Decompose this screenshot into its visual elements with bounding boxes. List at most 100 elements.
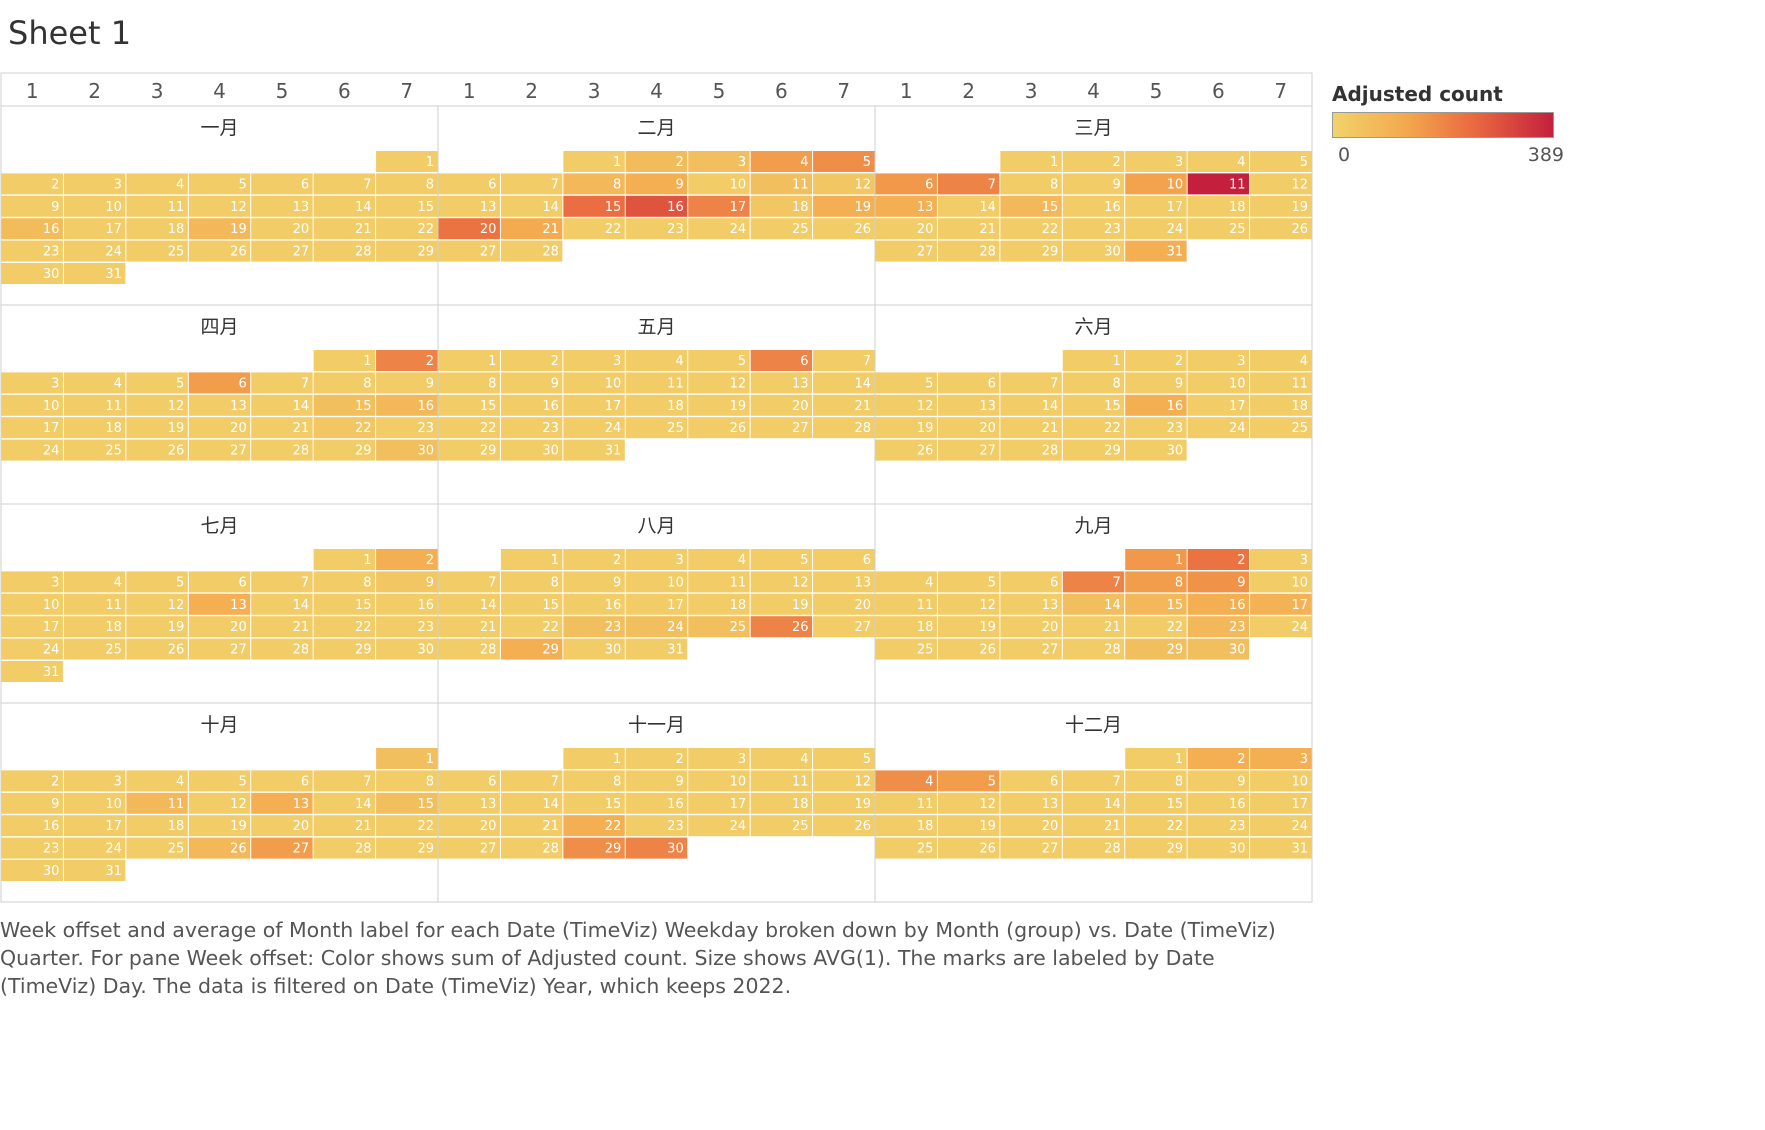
day-cell bbox=[500, 394, 563, 416]
day-cell bbox=[1125, 372, 1187, 394]
day-cell bbox=[1250, 151, 1312, 172]
day-cell bbox=[688, 748, 750, 769]
day-cell bbox=[1187, 372, 1250, 394]
weekday-header-label: 3 bbox=[1025, 79, 1038, 103]
weekday-header-label: 7 bbox=[1274, 79, 1287, 103]
day-label: 30 bbox=[1167, 444, 1184, 459]
day-cell bbox=[63, 417, 126, 439]
day-label: 21 bbox=[355, 222, 372, 237]
day-cell bbox=[313, 593, 376, 615]
weekday-header-label: 4 bbox=[1087, 79, 1100, 103]
day-label: 21 bbox=[542, 222, 559, 237]
color-legend[interactable]: Adjusted count 0 389 bbox=[1332, 82, 1564, 166]
day-cell bbox=[937, 195, 1000, 217]
day-cell bbox=[813, 549, 875, 570]
day-cell bbox=[937, 571, 1000, 593]
day-cell bbox=[813, 616, 875, 638]
day-cell bbox=[688, 571, 750, 593]
day-label: 1 bbox=[1175, 553, 1183, 568]
day-cell bbox=[1187, 815, 1250, 837]
day-label: 19 bbox=[979, 819, 996, 834]
day-cell bbox=[376, 748, 438, 769]
day-label: 30 bbox=[1229, 643, 1246, 658]
day-cell bbox=[1250, 593, 1312, 615]
day-label: 25 bbox=[168, 842, 185, 857]
day-cell bbox=[563, 638, 625, 660]
day-label: 5 bbox=[738, 354, 746, 369]
day-cell bbox=[875, 770, 937, 792]
day-label: 21 bbox=[355, 819, 372, 834]
day-cell bbox=[438, 218, 500, 240]
day-cell bbox=[875, 616, 937, 638]
day-label: 15 bbox=[1167, 797, 1184, 812]
day-label: 30 bbox=[43, 267, 60, 282]
day-cell bbox=[438, 350, 500, 371]
day-label: 11 bbox=[792, 774, 809, 789]
day-label: 3 bbox=[1300, 752, 1308, 767]
day-cell bbox=[500, 218, 563, 240]
day-label: 31 bbox=[43, 665, 60, 680]
day-label: 14 bbox=[1042, 399, 1059, 414]
day-cell bbox=[63, 439, 126, 461]
day-cell bbox=[688, 151, 750, 172]
day-label: 5 bbox=[925, 376, 933, 391]
day-label: 27 bbox=[792, 421, 809, 436]
day-cell bbox=[875, 792, 937, 814]
day-label: 31 bbox=[1291, 842, 1308, 857]
day-cell bbox=[750, 549, 813, 570]
day-cell bbox=[1, 792, 63, 814]
day-label: 1 bbox=[613, 155, 621, 170]
day-label: 14 bbox=[542, 797, 559, 812]
day-label: 15 bbox=[355, 399, 372, 414]
day-label: 10 bbox=[1291, 575, 1308, 590]
weekday-header-label: 1 bbox=[26, 79, 39, 103]
day-cell bbox=[875, 394, 937, 416]
day-label: 7 bbox=[551, 177, 559, 192]
day-cell bbox=[1187, 638, 1250, 660]
day-label: 30 bbox=[542, 444, 559, 459]
day-label: 1 bbox=[488, 354, 496, 369]
day-label: 11 bbox=[1291, 376, 1308, 391]
day-cell bbox=[1000, 372, 1062, 394]
day-cell bbox=[1062, 638, 1125, 660]
day-cell bbox=[563, 837, 625, 859]
day-label: 12 bbox=[168, 598, 185, 613]
legend-title: Adjusted count bbox=[1332, 82, 1503, 106]
day-label: 22 bbox=[1167, 620, 1184, 635]
day-label: 8 bbox=[1050, 177, 1058, 192]
day-cell bbox=[875, 417, 937, 439]
day-cell bbox=[1062, 173, 1125, 195]
day-cell bbox=[1062, 571, 1125, 593]
day-cell bbox=[875, 195, 937, 217]
day-cell bbox=[1062, 372, 1125, 394]
day-label: 28 bbox=[480, 643, 497, 658]
day-cell bbox=[1, 860, 63, 881]
day-label: 1 bbox=[1050, 155, 1058, 170]
day-cell bbox=[313, 218, 376, 240]
day-cell bbox=[376, 173, 438, 195]
day-cell bbox=[1, 263, 63, 284]
day-cell bbox=[1250, 372, 1312, 394]
day-label: 10 bbox=[43, 399, 60, 414]
day-label: 23 bbox=[605, 620, 622, 635]
day-label: 22 bbox=[1104, 421, 1121, 436]
day-cell bbox=[63, 394, 126, 416]
day-label: 28 bbox=[854, 421, 871, 436]
day-label: 9 bbox=[426, 376, 434, 391]
day-cell bbox=[625, 195, 688, 217]
day-label: 14 bbox=[355, 797, 372, 812]
day-label: 28 bbox=[1042, 444, 1059, 459]
day-label: 17 bbox=[1291, 797, 1308, 812]
day-cell bbox=[376, 218, 438, 240]
day-label: 14 bbox=[979, 200, 996, 215]
day-label: 10 bbox=[667, 575, 684, 590]
day-cell bbox=[1250, 815, 1312, 837]
day-label: 23 bbox=[1229, 620, 1246, 635]
day-cell bbox=[1, 439, 63, 461]
day-cell bbox=[438, 195, 500, 217]
day-cell bbox=[63, 593, 126, 615]
day-label: 1 bbox=[426, 155, 434, 170]
day-label: 8 bbox=[363, 575, 371, 590]
day-cell bbox=[1125, 195, 1187, 217]
